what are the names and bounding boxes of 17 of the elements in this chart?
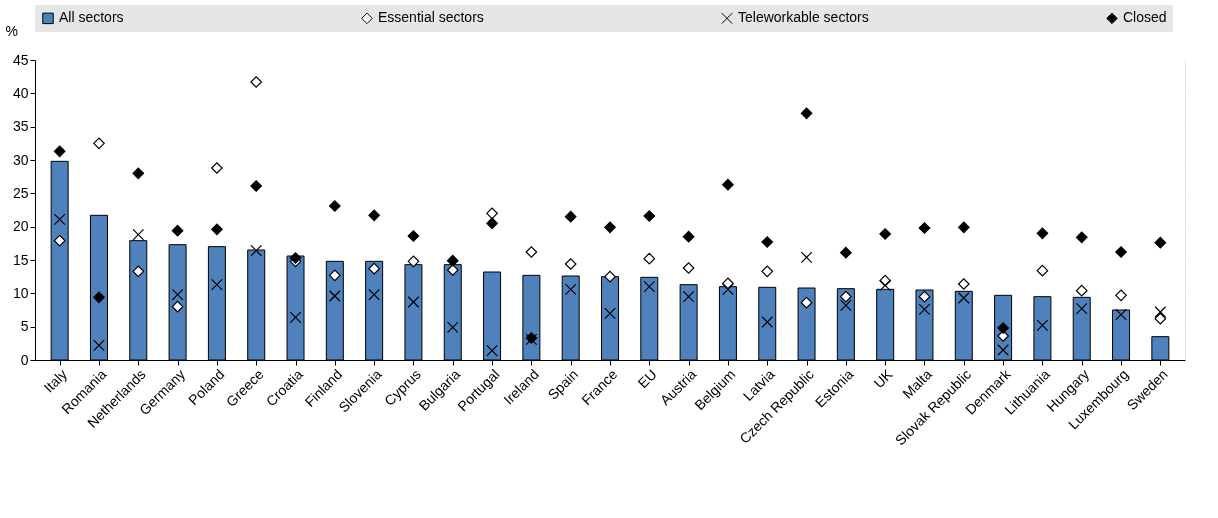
- y-tick-label: 5: [20, 318, 29, 335]
- legend-label: All sectors: [59, 9, 124, 26]
- y-tick-label: 20: [12, 218, 29, 235]
- y-tick-label: 0: [20, 351, 29, 368]
- x-tick-label: UK: [870, 365, 897, 392]
- y-tick-label: 30: [12, 151, 29, 168]
- y-tick-label: 10: [12, 284, 29, 301]
- legend-label: Teleworkable sectors: [738, 9, 869, 26]
- y-tick-label: 45: [12, 51, 29, 68]
- legend-label: Essential sectors: [378, 9, 484, 26]
- y-tick-label: 40: [12, 84, 29, 101]
- y-tick-label: 25: [12, 184, 29, 201]
- x-tick-label: EU: [634, 366, 660, 392]
- legend-label: Closed: [1123, 9, 1167, 26]
- y-axis-title: %: [5, 22, 18, 39]
- y-tick-label: 35: [12, 118, 29, 135]
- y-tick-label: 15: [12, 251, 29, 268]
